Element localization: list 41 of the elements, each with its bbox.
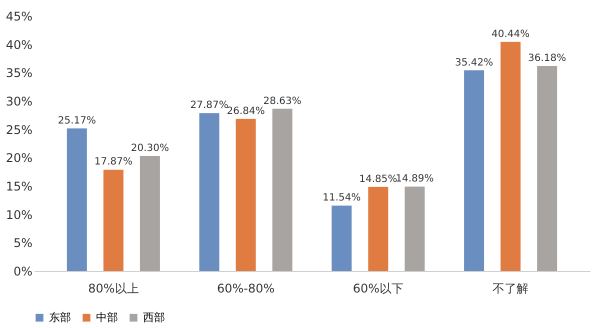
bar	[500, 42, 521, 271]
bar	[66, 128, 87, 271]
y-tick-label: 0%	[13, 264, 32, 278]
y-tick-label: 25%	[6, 122, 32, 137]
data-label: 36.18%	[528, 52, 566, 64]
data-label: 14.85%	[359, 174, 398, 185]
y-tick-label: 15%	[6, 180, 32, 194]
y-tick-label: 45%	[6, 10, 32, 24]
x-tick-label: 80%以上	[88, 282, 139, 296]
data-label: 28.63%	[263, 96, 302, 107]
x-tick-label: 不了解	[492, 282, 529, 296]
data-label: 27.87%	[190, 100, 228, 112]
bar	[368, 186, 388, 271]
y-tick-label: 30%	[6, 94, 32, 108]
y-tick-label: 5%	[13, 236, 32, 250]
y-tick-label: 10%	[6, 208, 32, 222]
data-label: 25.17%	[58, 115, 96, 126]
bar	[199, 113, 220, 271]
y-tick-label: 40%	[6, 38, 32, 52]
bar	[103, 170, 124, 271]
bar	[272, 108, 292, 271]
data-label: 26.84%	[226, 106, 265, 117]
data-label: 20.30%	[130, 142, 170, 154]
data-label: 11.54%	[322, 192, 361, 204]
x-tick-label: 60%-80%	[216, 282, 275, 296]
bar	[464, 70, 484, 271]
legend-label: 东部	[49, 310, 71, 324]
bar	[404, 186, 425, 271]
legend-label: 中部	[96, 310, 118, 324]
data-label: 40.44%	[492, 28, 530, 40]
bar	[236, 118, 256, 271]
data-label: 17.87%	[94, 156, 132, 168]
x-tick-label: 60%以下	[352, 282, 404, 296]
bar	[537, 66, 558, 271]
bar	[140, 156, 160, 271]
legend-label: 西部	[143, 310, 165, 324]
bar	[332, 206, 352, 271]
data-label: 14.89%	[396, 174, 434, 185]
y-tick-label: 35%	[6, 66, 32, 80]
y-tick-label: 20%	[6, 151, 32, 166]
data-label: 35.42%	[454, 57, 494, 68]
